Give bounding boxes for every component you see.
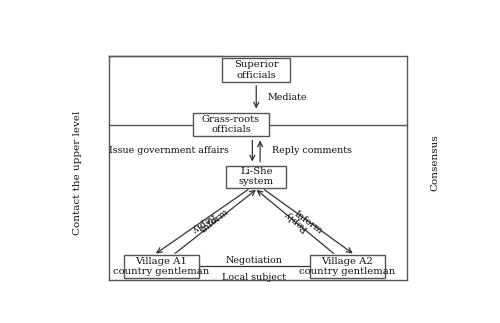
Bar <box>194 113 269 136</box>
Text: Superior
officials: Superior officials <box>234 60 278 79</box>
Bar <box>310 255 385 277</box>
Bar <box>226 166 286 188</box>
Text: Grass-roots
officials: Grass-roots officials <box>202 115 260 134</box>
Text: Village A2
country gentleman: Village A2 country gentleman <box>299 257 396 276</box>
Text: Local subject: Local subject <box>222 273 286 282</box>
Text: Issue government affairs: Issue government affairs <box>109 147 229 155</box>
Text: Li-She
system: Li-She system <box>238 167 274 186</box>
Text: Inform: Inform <box>199 207 230 234</box>
Bar <box>222 58 290 82</box>
Text: Village A1
country gentleman: Village A1 country gentleman <box>113 257 210 276</box>
Text: Inform: Inform <box>292 209 324 236</box>
Text: Mediate: Mediate <box>268 93 308 102</box>
Text: Reply: Reply <box>189 211 216 234</box>
Text: Consensus: Consensus <box>430 135 439 192</box>
Bar <box>124 255 199 277</box>
Text: Reply comments: Reply comments <box>272 147 351 155</box>
Text: Contact the upper level: Contact the upper level <box>74 111 82 235</box>
Text: Reply: Reply <box>282 208 310 233</box>
Text: Negotiation: Negotiation <box>226 255 283 265</box>
